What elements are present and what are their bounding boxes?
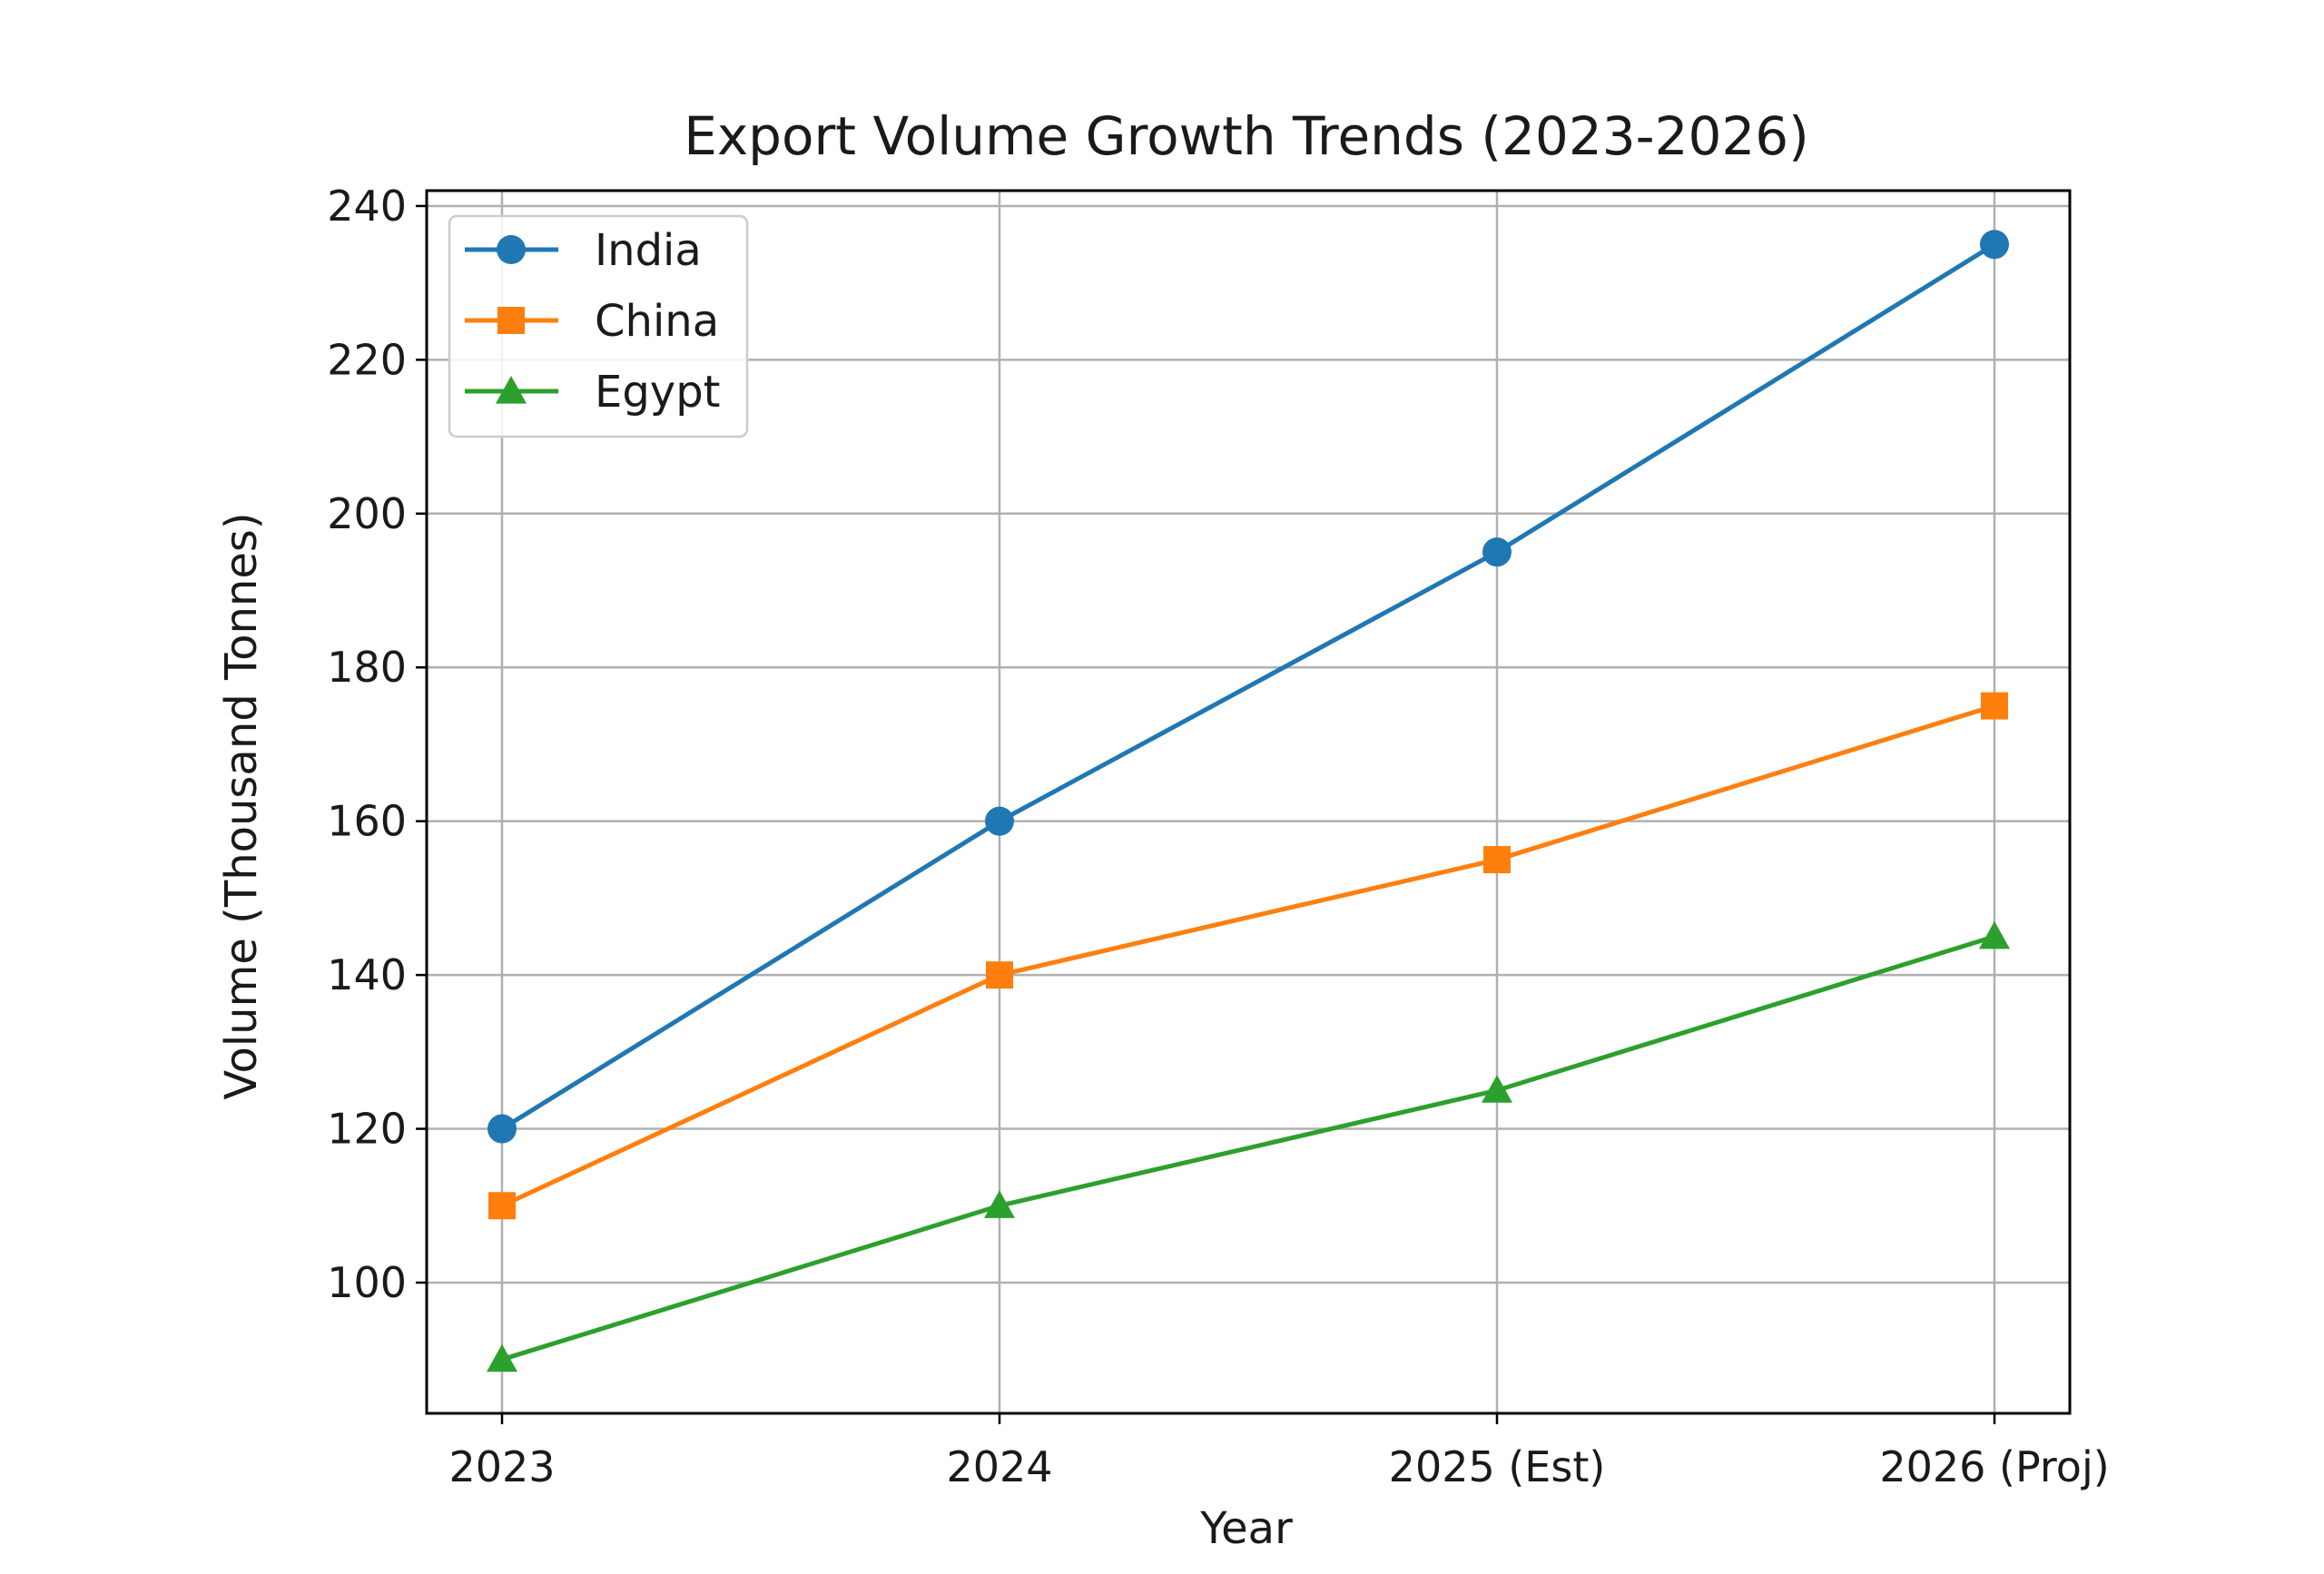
data-point-china (986, 961, 1013, 989)
legend-marker-china (497, 307, 525, 334)
legend: India China Egypt (448, 214, 749, 438)
data-point-india (985, 806, 1014, 836)
data-point-india (487, 1114, 517, 1144)
legend-label-india: India (595, 225, 702, 276)
x-axis-title: Year (1199, 1503, 1293, 1554)
y-tick-label: 140 (327, 950, 407, 999)
y-axis-title: Volume (Thousand Tonnes) (216, 512, 267, 1099)
data-point-egypt (1979, 920, 2010, 949)
data-point-egypt (1482, 1075, 1512, 1103)
y-tick-label: 180 (327, 643, 407, 692)
series-layer (487, 230, 2010, 1372)
y-axis-ticks: 100 120 140 160 180 200 220 240 (327, 182, 427, 1307)
series-china (488, 692, 2008, 1220)
data-point-india (1482, 537, 1512, 567)
series-line-china (500, 703, 1995, 1208)
data-point-egypt (487, 1343, 517, 1372)
data-point-china (488, 1192, 516, 1220)
x-tick-label: 2024 (946, 1442, 1052, 1491)
data-point-china (1981, 692, 2008, 720)
x-tick-label: 2023 (448, 1442, 555, 1491)
x-axis-ticks: 2023 2024 2025 (Est) 2026 (Proj) (448, 1413, 2110, 1491)
y-tick-label: 120 (327, 1105, 407, 1154)
y-tick-label: 240 (327, 182, 407, 231)
legend-box (448, 214, 749, 438)
series-india (487, 230, 2009, 1144)
legend-marker-india (497, 235, 526, 264)
legend-label-egypt: Egypt (595, 367, 721, 418)
series-line-egypt (501, 934, 1995, 1362)
data-point-india (1980, 230, 2009, 260)
chart-title: Export Volume Growth Trends (2023-2026) (684, 105, 1809, 167)
y-tick-label: 100 (327, 1258, 407, 1307)
y-tick-label: 200 (327, 489, 407, 538)
data-point-egypt (984, 1190, 1015, 1218)
series-line-india (500, 242, 1996, 1131)
series-egypt (487, 920, 2010, 1372)
legend-label-china: China (595, 296, 719, 347)
y-tick-label: 220 (327, 335, 407, 384)
x-tick-label: 2025 (Est) (1389, 1442, 1606, 1491)
data-point-china (1483, 846, 1511, 874)
y-tick-label: 160 (327, 797, 407, 846)
legend-marker-egypt (496, 376, 527, 404)
plot-area-frame (425, 189, 2072, 1415)
x-tick-label: 2026 (Proj) (1879, 1442, 2109, 1491)
